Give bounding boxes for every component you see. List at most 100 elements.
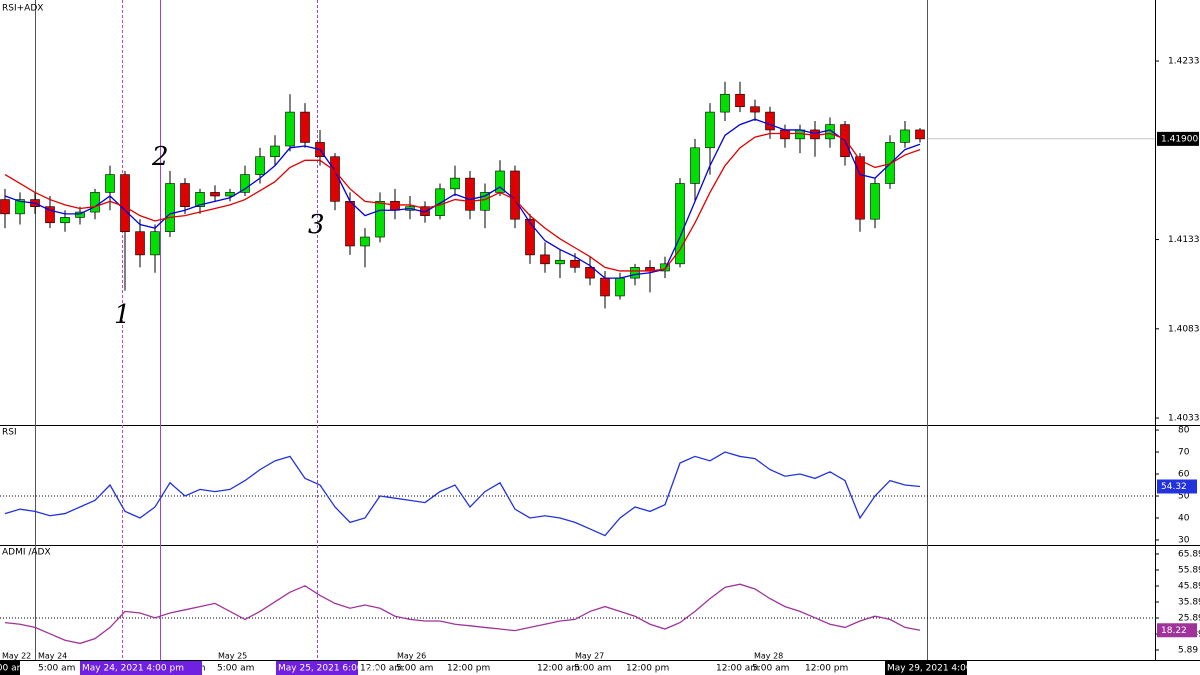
y-tick-label: 65.89 — [1178, 549, 1200, 559]
panel-frame — [0, 0, 1200, 661]
cursor-label-bg — [0, 661, 20, 675]
candle-body — [765, 111, 775, 131]
candle-body — [120, 174, 130, 232]
cursor-label: 4:00 am — [0, 664, 25, 674]
candle-body — [435, 188, 445, 216]
y-tick-label: 35.89 — [1178, 597, 1200, 607]
candle-body — [135, 231, 145, 256]
candle-body — [825, 124, 835, 140]
candle-body — [345, 201, 355, 247]
time-label: 12:00 pm — [447, 664, 490, 674]
value-label-bg — [1157, 479, 1197, 494]
indicator-line — [4, 583, 921, 645]
y-tick-label: 55.89 — [1178, 565, 1200, 575]
cursor-label-bg — [80, 661, 202, 675]
chart-layer: 1.40336 1.40836 1.41336 1.42336 1.41900 30 40 5… — [0, 57, 1200, 675]
y-tick-label: 80 — [1178, 426, 1190, 436]
candle-body — [615, 277, 625, 297]
candle-body — [60, 217, 70, 224]
candle-body — [150, 231, 160, 256]
cursor-label: May 29, 2021 4:00 am — [887, 664, 989, 674]
day-label: May 22 — [2, 652, 31, 661]
y-tick-label: 50 — [1178, 491, 1190, 501]
candle-body — [240, 174, 250, 193]
moving-average — [4, 118, 921, 279]
candle-body — [525, 218, 535, 256]
candle-body — [675, 183, 685, 265]
candle-body — [630, 267, 640, 279]
annotation: 2 — [151, 142, 169, 172]
y-tick-label: 5.89 — [1178, 645, 1198, 655]
candle-body — [450, 177, 460, 190]
time-label: 12:00 pm — [805, 664, 848, 674]
time-label: 5:00 am — [396, 664, 433, 674]
value-label: 54.32 — [1161, 482, 1187, 492]
candle-body — [480, 192, 490, 211]
day-label: May 25 — [218, 652, 247, 661]
time-label: 5:00 am — [752, 664, 789, 674]
time-label: 12:00 am — [716, 664, 759, 674]
candle-body — [105, 174, 115, 193]
cursor-label: May 24, 2021 4:00 pm — [82, 664, 184, 674]
candle-body — [720, 93, 730, 113]
y-tick-label: 25.89 — [1178, 613, 1200, 623]
candle-body — [690, 147, 700, 184]
candle-body — [855, 156, 865, 220]
day-label: May 26 — [397, 652, 426, 661]
time-label: 5:00 am — [574, 664, 611, 674]
candle-body — [900, 129, 910, 143]
time-label: 12:00 am — [360, 664, 403, 674]
candle-body — [465, 177, 475, 211]
candle-body — [0, 199, 10, 215]
indicator-line — [4, 451, 921, 537]
candle-body — [180, 183, 190, 207]
y-tick-label: 1.42336 — [1168, 57, 1200, 67]
day-label: May 27 — [575, 652, 604, 661]
candle-body — [360, 236, 370, 247]
day-label: May 28 — [754, 652, 783, 661]
candle-body — [660, 263, 670, 272]
value-label: 18.22 — [1161, 626, 1187, 636]
candle-body — [15, 199, 25, 215]
candle-body — [915, 129, 925, 140]
candle-body — [585, 267, 595, 279]
candle-body — [870, 183, 880, 220]
time-label: 12:00 pm — [626, 664, 669, 674]
day-label: May 24 — [38, 652, 67, 661]
candle-body — [600, 277, 610, 297]
candle-body — [45, 206, 55, 224]
y-tick-label: 70 — [1178, 448, 1190, 458]
y-tick-label: 30 — [1178, 535, 1190, 545]
candle-body — [165, 183, 175, 232]
candle-body — [540, 254, 550, 265]
cursor-label-bg — [276, 661, 358, 675]
candle-body — [225, 192, 235, 197]
candle-body — [330, 156, 340, 202]
candle-body — [375, 201, 385, 238]
candle-body — [270, 145, 280, 158]
candle-body — [555, 259, 565, 265]
candle-body — [750, 106, 760, 113]
price-label-bg — [1157, 131, 1199, 146]
candle-body — [195, 192, 205, 207]
y-tick-label: 45.89 — [1178, 581, 1200, 591]
panel-title: RSI — [2, 428, 17, 438]
moving-average — [4, 132, 921, 272]
y-tick-label: 1.40836 — [1168, 324, 1200, 334]
candle-body — [255, 156, 265, 175]
candle-body — [285, 111, 295, 147]
candle-body — [300, 111, 310, 143]
candle-body — [510, 170, 520, 220]
candle-body — [780, 129, 790, 140]
annotation: 1 — [114, 300, 131, 330]
candle-body — [90, 192, 100, 213]
annotation: 3 — [308, 210, 325, 240]
time-label: 12:00 am — [537, 664, 580, 674]
panel-title: RSI+ADX — [2, 4, 43, 14]
time-label: 5:00 am — [38, 664, 75, 674]
candle-body — [390, 201, 400, 211]
y-tick-label: 60 — [1178, 470, 1190, 480]
cursor-label-bg — [885, 661, 967, 675]
